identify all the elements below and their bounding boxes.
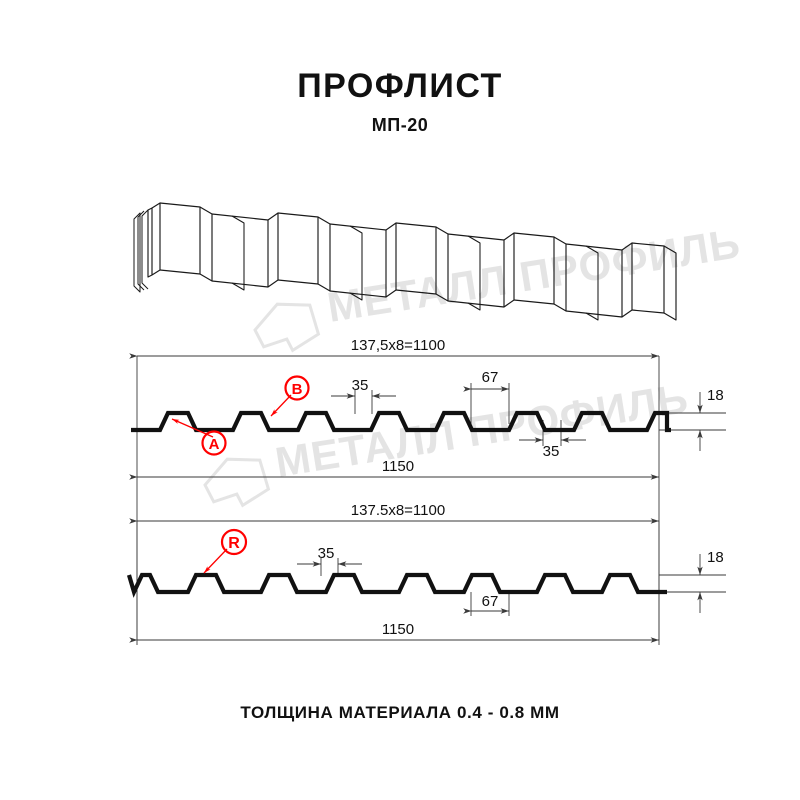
profile-b-dim-top-label: 137.5x8=1100 [351, 502, 445, 519]
callout-r-label: R [228, 535, 240, 552]
model-designation: МП-20 [371, 115, 429, 135]
profile-b-dim-top: 137.5x8=1100 [129, 502, 660, 524]
profile-a-dim-rib-right-label: 35 [543, 443, 560, 460]
profile-view-b: 137.5x8=1100 1150 35 67 18 [126, 502, 726, 643]
profile-a-dim-valley-label: 67 [482, 369, 499, 386]
profile-a-section-line [131, 410, 671, 433]
profile-b-dim-height: 18 [697, 549, 724, 613]
profile-a-dim-rib-left-label: 35 [352, 377, 369, 394]
isometric-view [133, 202, 677, 321]
profile-b-dim-rib-label: 35 [318, 545, 335, 562]
page-title: ПРОФЛИСТ [297, 67, 503, 105]
profile-b-dim-bottom-label: 1150 [382, 621, 414, 638]
profile-b-section-line [126, 572, 667, 598]
material-thickness-note: ТОЛЩИНА МАТЕРИАЛА 0.4 - 0.8 ММ [240, 703, 560, 722]
profile-a-dim-bottom: 1150 [129, 458, 660, 480]
callout-r: R [203, 528, 248, 574]
profile-b-dim-valley: 67 [463, 593, 510, 614]
profile-b-dim-height-label: 18 [707, 549, 724, 566]
callout-b-label: B [292, 381, 303, 398]
profile-b-dim-bottom: 1150 [129, 621, 660, 643]
profile-a-dim-top: 137,5x8=1100 [129, 337, 660, 359]
callout-a-label: A [209, 436, 220, 453]
callout-a: A [171, 418, 227, 456]
callout-a-circle [201, 430, 227, 456]
callout-r-circle [220, 528, 248, 556]
profile-b-dim-valley-label: 67 [482, 593, 499, 610]
watermark-layer: МЕТАЛЛ ПРОФИЛЬ МЕТАЛЛ ПРОФИЛЬ [203, 219, 744, 508]
profile-a-dim-top-label: 137,5x8=1100 [351, 337, 445, 354]
callout-b-circle [284, 375, 310, 401]
profile-a-dim-height: 18 [697, 387, 724, 451]
profile-a-dim-rib-right: 35 [519, 437, 586, 460]
profile-a-dim-height-label: 18 [707, 387, 724, 404]
callout-b: B [270, 375, 310, 417]
watermark-text-top: МЕТАЛЛ ПРОФИЛЬ [324, 219, 744, 331]
profile-b-dim-rib: 35 [297, 545, 362, 567]
profile-a-dim-rib-left: 35 [331, 377, 396, 399]
watermark-logo-top [253, 302, 321, 353]
profile-a-dim-valley: 67 [463, 369, 510, 392]
watermark-logo-mid [203, 457, 271, 508]
title-block: ПРОФЛИСТ МП-20 [0, 66, 800, 138]
profile-a-dim-bottom-label: 1150 [382, 458, 414, 475]
profile-view-a: 137,5x8=1100 1150 35 67 35 18 [129, 337, 726, 645]
